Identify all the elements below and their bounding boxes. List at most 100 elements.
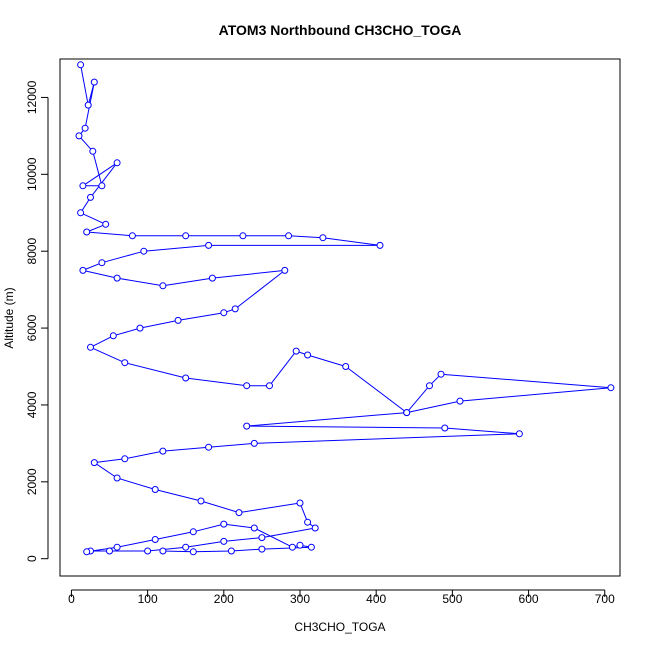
data-point xyxy=(266,382,273,390)
data-point xyxy=(159,547,167,555)
data-point xyxy=(113,274,121,282)
series-segment xyxy=(124,362,186,379)
series-points xyxy=(75,61,615,556)
data-point xyxy=(607,384,615,392)
data-point xyxy=(83,228,91,236)
series-segment xyxy=(459,387,611,402)
data-point xyxy=(81,124,89,132)
x-axis: 0 100 200 300 400 500 600 700 xyxy=(68,589,615,606)
data-point xyxy=(250,439,258,447)
series-lines xyxy=(78,64,611,553)
data-point xyxy=(296,541,304,549)
series-segment xyxy=(162,277,213,287)
series-segment xyxy=(269,350,297,387)
series-segment xyxy=(223,537,262,542)
data-point xyxy=(98,182,106,190)
series-segment xyxy=(139,319,179,329)
data-point xyxy=(258,545,266,553)
data-point xyxy=(113,159,121,167)
series-segment xyxy=(92,151,103,186)
y-tick-label: 2000 xyxy=(25,468,39,495)
data-point xyxy=(182,232,190,240)
data-point xyxy=(307,543,315,551)
data-point xyxy=(106,547,113,555)
series-segment xyxy=(117,277,163,287)
data-point xyxy=(89,147,97,155)
data-point xyxy=(288,543,296,551)
data-point xyxy=(441,424,449,432)
series-segment xyxy=(212,269,285,279)
data-point xyxy=(285,232,293,240)
data-point xyxy=(296,499,304,507)
series-segment xyxy=(246,412,407,427)
data-point xyxy=(109,332,117,340)
data-point xyxy=(319,234,327,242)
series-segment xyxy=(185,540,224,548)
data-point xyxy=(113,474,121,482)
series-segment xyxy=(178,312,224,321)
series-segment xyxy=(113,327,141,337)
y-axis-label: Altitude (m) xyxy=(2,287,16,348)
series-segment xyxy=(155,531,194,540)
data-point xyxy=(208,274,216,282)
data-point xyxy=(258,534,266,542)
series-segment xyxy=(208,442,255,448)
series-segment xyxy=(155,489,202,502)
series-segment xyxy=(254,433,520,444)
series-segment xyxy=(90,162,118,198)
series-segment xyxy=(238,502,301,514)
data-point xyxy=(83,548,91,556)
data-point xyxy=(426,382,433,390)
data-point xyxy=(515,430,523,438)
data-point xyxy=(304,518,312,526)
data-point xyxy=(79,182,87,190)
series-segment xyxy=(116,477,156,490)
series-segment xyxy=(147,546,186,552)
data-point xyxy=(220,520,228,528)
x-tick-label: 300 xyxy=(290,592,310,606)
series-segment xyxy=(345,366,408,413)
series-segment xyxy=(223,523,255,529)
y-tick-label: 12000 xyxy=(25,80,39,114)
data-point xyxy=(144,547,152,555)
data-point xyxy=(220,537,228,545)
series-segment xyxy=(82,269,118,279)
y-tick-label: 8000 xyxy=(25,238,39,265)
data-point xyxy=(304,351,312,359)
series-segment xyxy=(117,539,156,548)
series-segment xyxy=(193,550,232,553)
data-point xyxy=(205,443,213,451)
data-point xyxy=(90,78,98,86)
series-segment xyxy=(444,427,520,435)
series-segment xyxy=(193,523,224,533)
x-axis-label: CH3CHO_TOGA xyxy=(294,620,385,634)
series-segment xyxy=(246,425,445,429)
data-point xyxy=(239,232,247,240)
y-tick-label: 6000 xyxy=(25,314,39,341)
x-tick-label: 500 xyxy=(442,592,462,606)
data-point xyxy=(456,397,464,405)
series-segment xyxy=(101,250,144,264)
data-point xyxy=(159,282,167,290)
data-point xyxy=(77,61,85,69)
data-point xyxy=(189,528,197,536)
data-point xyxy=(235,509,243,517)
data-point xyxy=(197,497,205,505)
data-point xyxy=(136,324,144,332)
x-tick-label: 100 xyxy=(138,592,158,606)
data-point xyxy=(205,241,213,249)
data-point xyxy=(189,548,197,556)
series-segment xyxy=(254,527,293,548)
y-tick-label: 10000 xyxy=(25,157,39,191)
data-point xyxy=(182,543,190,551)
data-point xyxy=(376,241,384,249)
data-point xyxy=(121,359,129,367)
x-tick-label: 400 xyxy=(366,592,386,606)
series-segment xyxy=(143,244,209,252)
series-segment xyxy=(234,270,286,310)
data-point xyxy=(182,374,190,382)
series-segment xyxy=(288,235,323,239)
data-point xyxy=(121,455,129,463)
series-segment xyxy=(322,237,381,246)
series-segment xyxy=(94,462,118,479)
